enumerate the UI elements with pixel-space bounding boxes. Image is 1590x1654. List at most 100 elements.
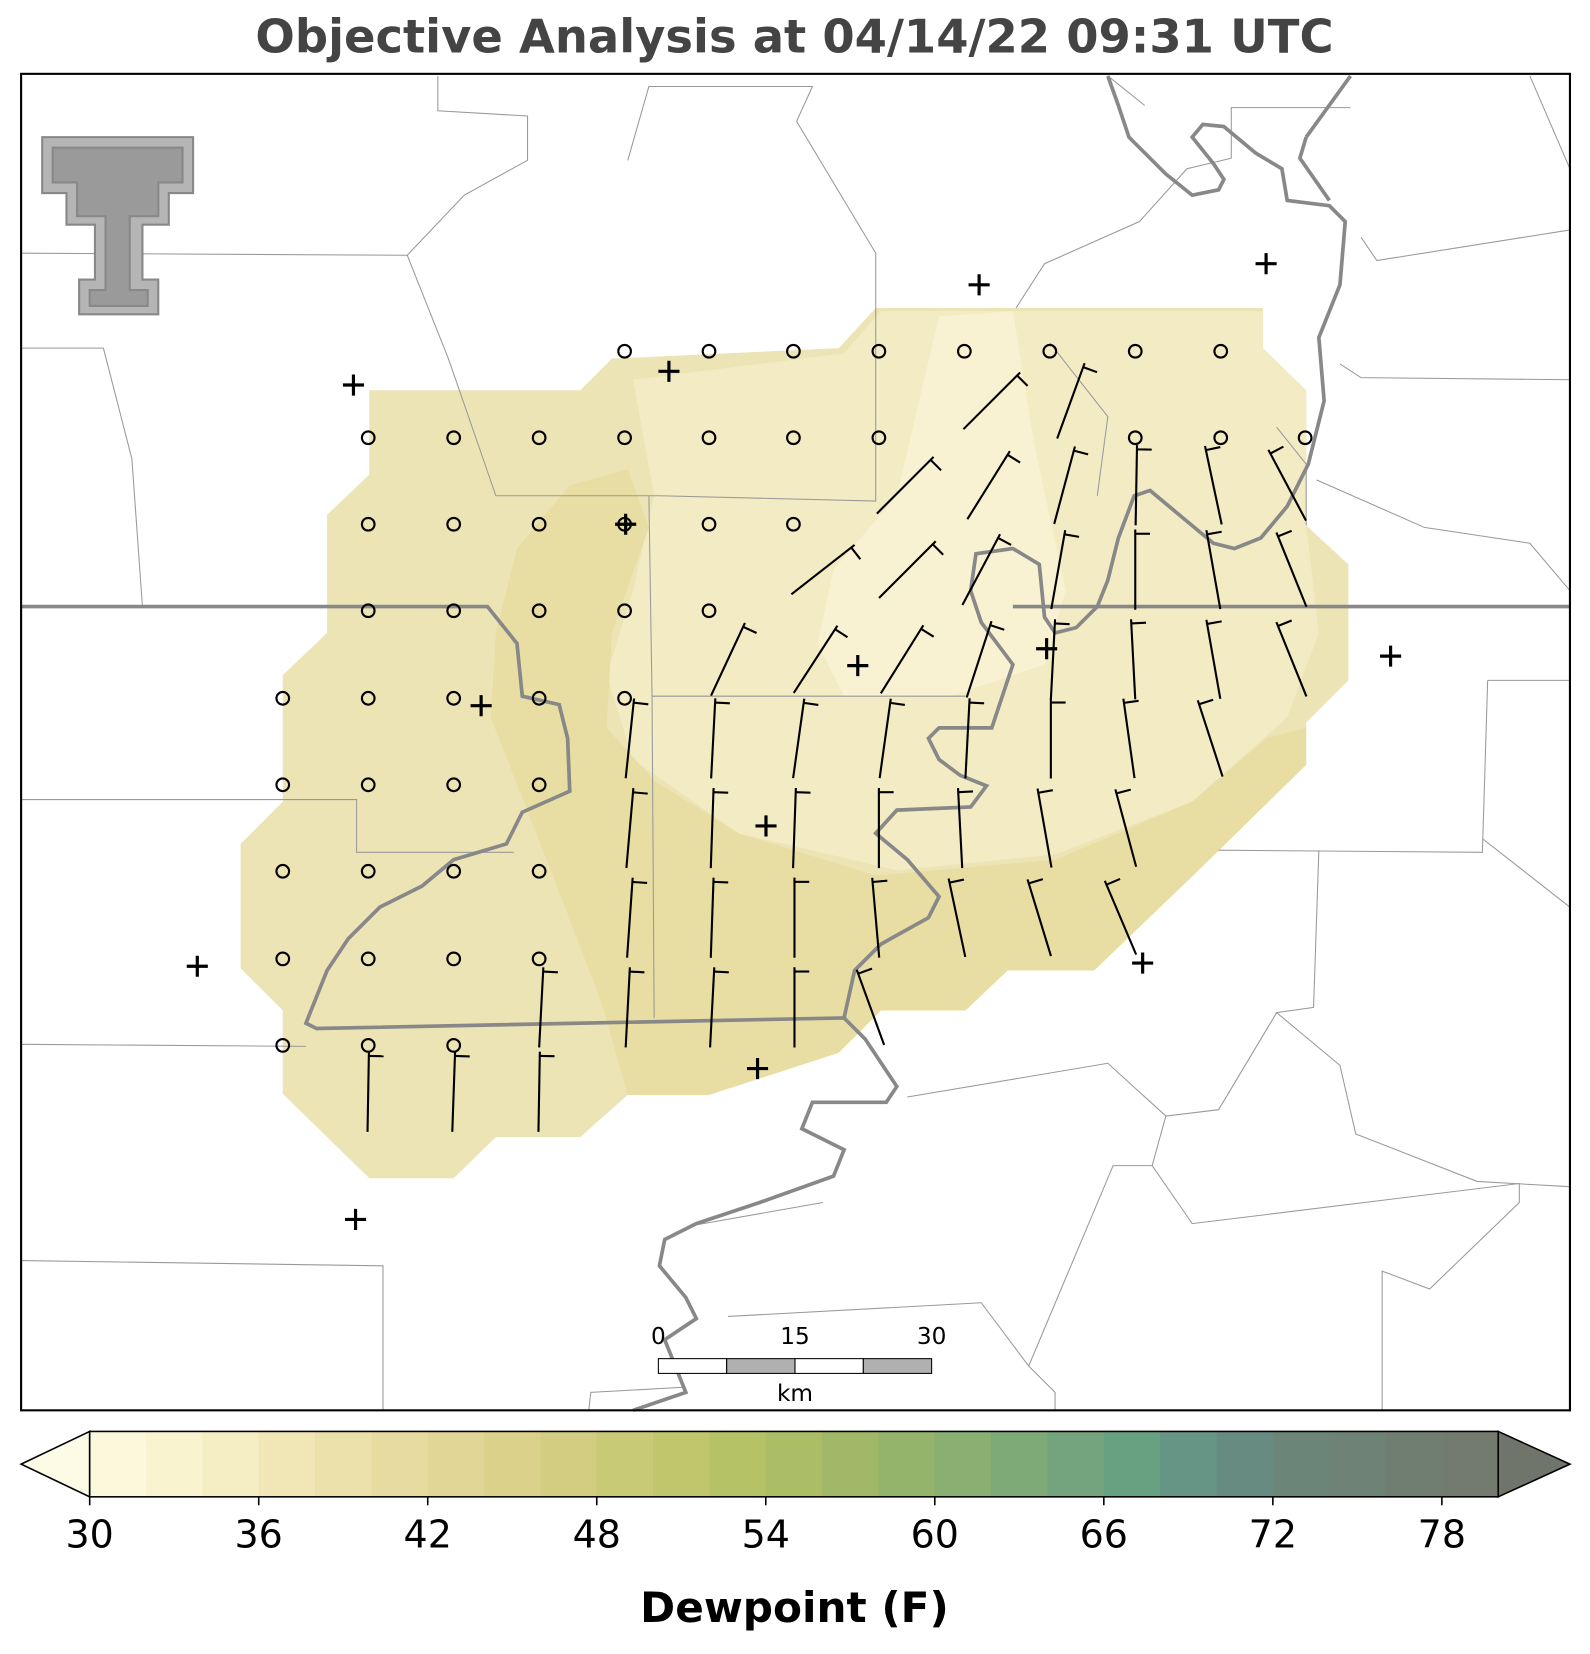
- wind-staff: [879, 624, 925, 694]
- wind-barb: [1016, 374, 1029, 387]
- wind-staff: [451, 1051, 457, 1132]
- wind-barb: [1123, 699, 1139, 704]
- scale-bar: 0 15 30 km: [651, 1323, 946, 1407]
- scale-tick-label: 0: [651, 1323, 666, 1350]
- calm-station: [360, 690, 376, 706]
- colorbar-bin: [202, 1431, 260, 1497]
- calm-station: [531, 603, 547, 619]
- calm-station: [701, 343, 717, 359]
- wind-barb: [890, 701, 905, 706]
- calm-station: [617, 603, 632, 619]
- wind-staff: [625, 788, 635, 869]
- wind-staff: [961, 533, 1001, 606]
- wind-barb: [742, 625, 757, 634]
- calm-station: [360, 516, 376, 532]
- wind-staff: [1130, 619, 1137, 700]
- missing-station: [755, 815, 777, 837]
- wind-staff: [1122, 698, 1136, 779]
- wind-staff: [709, 877, 715, 958]
- wind-staff: [792, 698, 806, 779]
- wind-barb: [632, 791, 648, 795]
- wind-staff: [792, 625, 839, 694]
- calm-station: [446, 690, 462, 706]
- colorbar-bin: [709, 1431, 767, 1497]
- wind-barb: [1028, 878, 1044, 885]
- calm-station: [531, 430, 547, 446]
- wind-barb: [713, 791, 729, 794]
- colorbar-bin: [765, 1431, 823, 1497]
- moist-zone: [490, 469, 1307, 1095]
- wind-staff: [962, 371, 1021, 430]
- colorbar-tick-label: 78: [1418, 1512, 1466, 1556]
- calm-station: [701, 430, 717, 446]
- wind-staff: [878, 698, 892, 779]
- wind-staff: [966, 450, 1011, 520]
- wind-barb: [803, 701, 819, 706]
- colorbar-tick-label: 66: [1080, 1512, 1128, 1556]
- wind-barb: [1205, 446, 1221, 452]
- wind-staff: [366, 1051, 370, 1132]
- scale-tick-label: 15: [780, 1323, 810, 1350]
- wind-barb: [1106, 877, 1121, 886]
- calm-station: [531, 777, 547, 793]
- calm-station: [360, 777, 376, 793]
- calm-station: [1213, 343, 1229, 359]
- wind-barb: [1038, 789, 1054, 794]
- colorbar-bin: [1329, 1431, 1387, 1497]
- missing-station: [746, 1058, 769, 1080]
- missing-station: [1380, 645, 1402, 667]
- wind-staff: [1275, 621, 1308, 697]
- calm-station: [360, 430, 376, 446]
- wind-staff: [1049, 619, 1057, 700]
- wind-barb: [1277, 529, 1293, 538]
- missing-station: [847, 655, 869, 677]
- colorbar-tick-label: 36: [235, 1512, 283, 1556]
- wind-staff: [790, 544, 856, 596]
- calm-station: [617, 430, 632, 446]
- calm-station: [1213, 430, 1229, 446]
- wind-barb: [713, 970, 729, 974]
- wind-barb: [1082, 366, 1098, 374]
- wind-barb: [543, 970, 558, 974]
- colorbar-tick-label: 60: [911, 1512, 959, 1556]
- calm-station: [446, 1037, 462, 1053]
- missing-station: [1132, 952, 1154, 974]
- colorbar-bin: [1216, 1431, 1274, 1497]
- wind-barb: [1073, 449, 1089, 456]
- chart-title: Objective Analysis at 04/14/22 09:31 UTC: [255, 10, 1333, 64]
- wind-staff: [1114, 789, 1138, 868]
- colorbar-bin: [1103, 1431, 1161, 1497]
- missing-station: [345, 1208, 367, 1230]
- wind-staff: [1196, 699, 1224, 777]
- calm-station: [275, 863, 291, 879]
- calm-station: [360, 951, 376, 967]
- wind-staff: [624, 967, 631, 1048]
- missing-station: [470, 695, 492, 717]
- calm-station: [446, 777, 462, 793]
- missing-station: [968, 274, 990, 296]
- logo: [41, 136, 195, 316]
- calm-station: [275, 1037, 291, 1053]
- calm-station: [1042, 343, 1058, 359]
- colorbar-bin: [934, 1431, 992, 1497]
- colorbar: 30 36 42 48 54 60 66 72 78: [19, 1430, 1572, 1556]
- wind-barb: [857, 967, 873, 975]
- wind-staff: [624, 698, 636, 779]
- wind-barb: [872, 879, 888, 884]
- calm-station: [956, 343, 972, 359]
- wind-barb: [997, 537, 1012, 546]
- wind-staff: [626, 877, 634, 958]
- calm-station: [275, 777, 291, 793]
- missing-station: [658, 360, 680, 382]
- scale-unit: km: [777, 1380, 813, 1407]
- colorbar-tick-label: 48: [573, 1512, 621, 1556]
- colorbar-bin: [89, 1431, 147, 1497]
- wind-staff: [792, 787, 797, 869]
- wind-staff: [1134, 445, 1139, 526]
- wind-staff: [1056, 362, 1086, 439]
- colorbar-tick-label: 72: [1249, 1512, 1297, 1556]
- scale-segment: [794, 1358, 864, 1374]
- colorbar-bin: [1441, 1431, 1499, 1497]
- calm-station: [531, 951, 547, 967]
